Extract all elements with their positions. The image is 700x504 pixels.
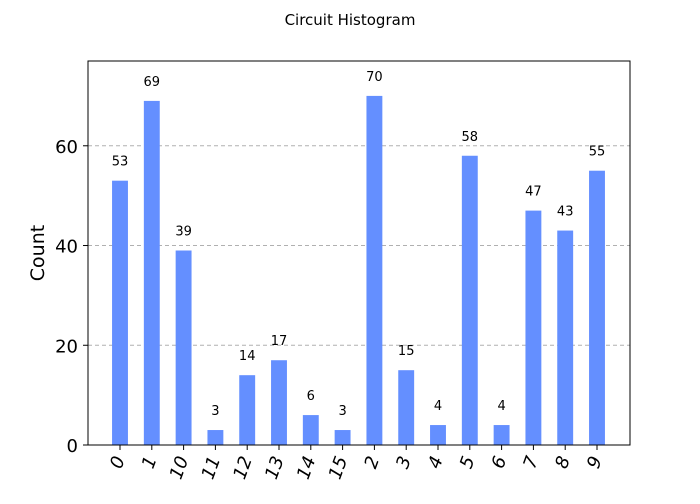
data-label-2: 70 [366,70,383,85]
data-label-10: 39 [175,225,192,240]
data-label-9: 55 [589,145,606,160]
bar-4 [430,425,446,445]
bar-3 [398,370,415,445]
grid-layer [88,145,630,346]
y-tick-label: 40 [55,237,78,258]
x-tick-label-14: 14 [293,454,321,483]
bar-8 [557,230,574,445]
x-ticks-layer: 0 1 10 11 12 13 14 15 2 3 4 5 6 7 8 9 [106,445,607,482]
data-label-14: 6 [307,389,315,404]
x-tick-label-7: 7 [519,453,543,471]
y-tick-label: 60 [55,137,78,158]
bar-11 [207,430,224,445]
data-label-6: 4 [497,399,505,414]
bar-15 [334,430,351,445]
bar-2 [366,95,383,445]
x-tick-label-8: 8 [551,454,575,472]
x-tick-label-0: 0 [106,454,130,472]
x-tick-label-12: 12 [229,454,257,483]
bar-14 [302,415,319,445]
y-axis-label: Count [27,225,49,281]
chart-title: Circuit Histogram [285,11,416,29]
bar-13 [271,360,287,445]
bar-9 [589,170,605,445]
x-tick-label-6: 6 [488,454,512,472]
data-label-15: 3 [338,404,346,419]
data-label-13: 17 [271,334,288,349]
data-label-8: 43 [557,205,574,220]
x-tick-label-1: 1 [138,454,162,472]
plot-frame [87,60,631,446]
data-label-7: 47 [525,185,542,200]
x-tick-label-3: 3 [392,454,416,472]
x-tick-label-4: 4 [424,454,448,472]
x-tick-label-15: 15 [325,454,353,483]
data-label-1: 69 [144,75,161,90]
data-label-5: 58 [462,130,479,145]
bar-0 [112,180,128,446]
data-label-0: 53 [112,155,129,170]
bars-layer [112,95,605,446]
data-label-11: 3 [211,404,219,419]
bar-12 [239,375,256,445]
bar-6 [493,425,510,445]
x-tick-label-11: 11 [198,454,226,483]
data-label-12: 14 [239,349,256,364]
data-label-4: 4 [434,399,442,414]
x-tick-label-10: 10 [166,454,194,483]
data-labels-layer: 53 69 39 3 14 17 6 3 70 15 4 58 4 47 43 55 [112,70,606,419]
bar-5 [461,155,478,446]
x-tick-label-5: 5 [456,454,480,472]
bar-10 [175,250,192,445]
bar-1 [143,100,160,445]
x-tick-label-2: 2 [360,454,384,472]
y-ticks-layer: 0 20 40 60 [55,137,88,457]
bar-7 [525,210,542,445]
y-tick-label: 20 [55,336,78,357]
data-label-3: 15 [398,344,415,359]
x-tick-label-9: 9 [583,454,607,472]
y-tick-label: 0 [67,436,78,457]
x-tick-label-13: 13 [261,454,289,483]
